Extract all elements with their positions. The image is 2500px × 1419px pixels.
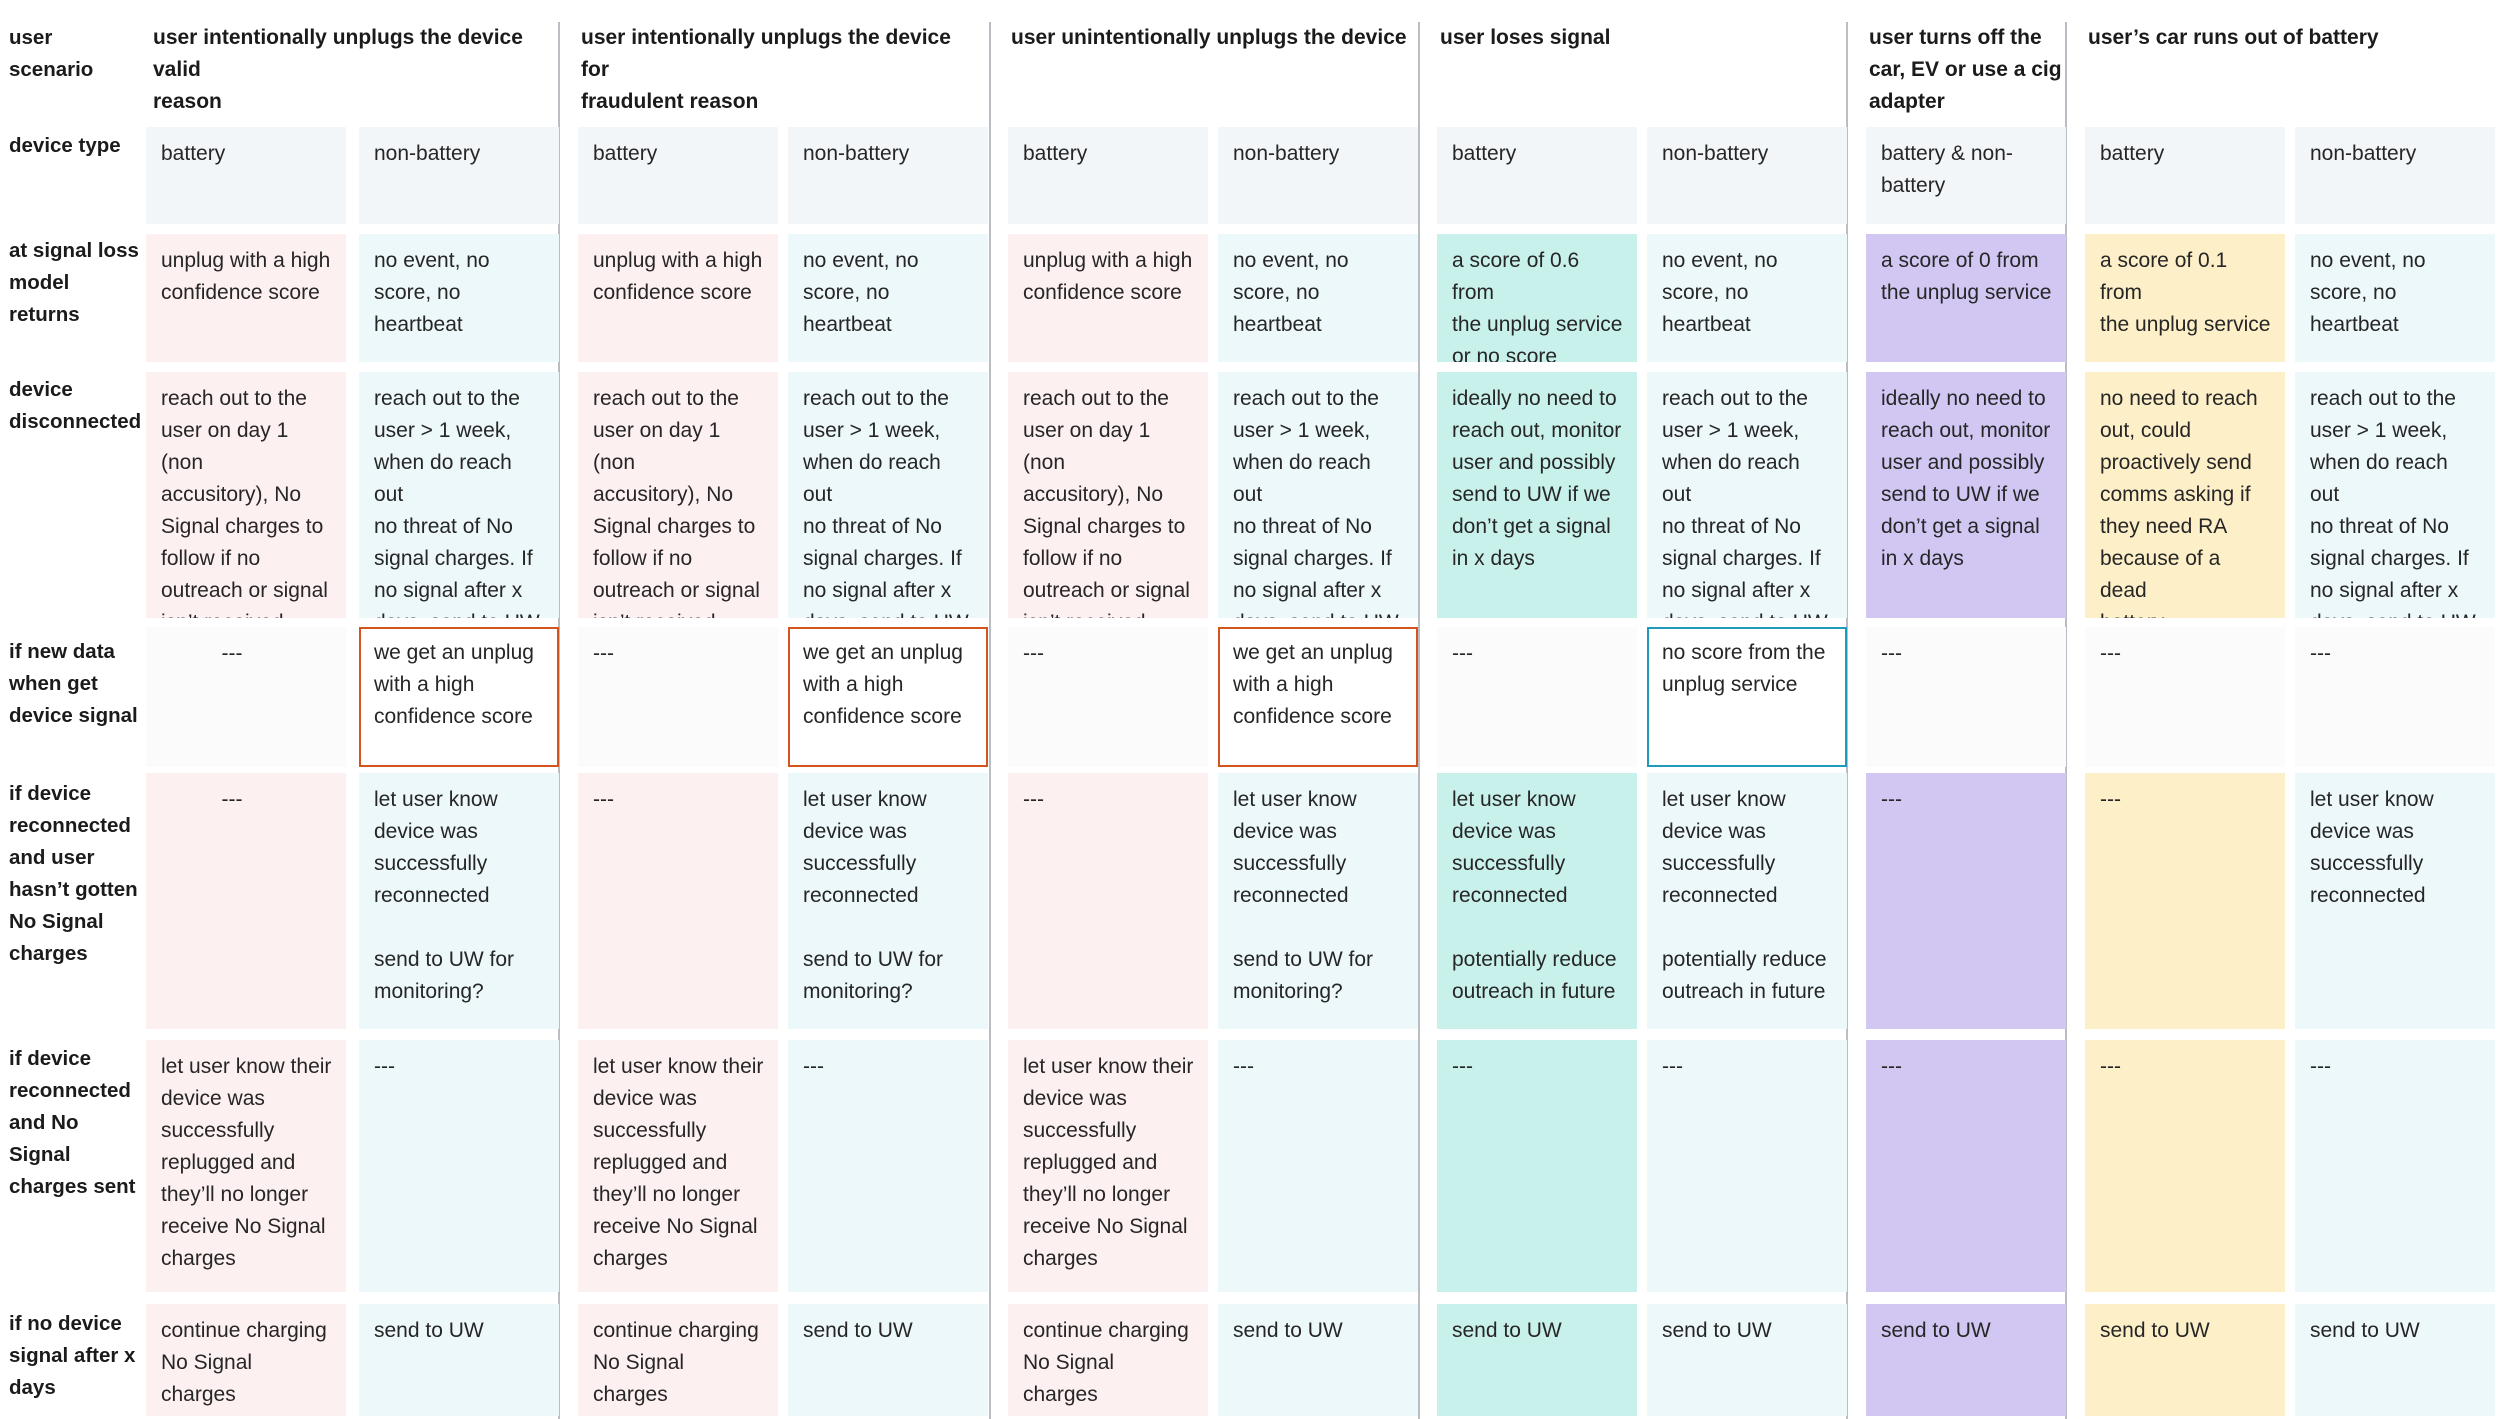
device-disconnected-cell: reach out to the user on day 1 (non accu…: [1008, 372, 1208, 618]
signal-loss-cell: unplug with a high confidence score: [578, 234, 778, 362]
reconnected-no-charges-cell: let user know device was successfully re…: [1218, 773, 1418, 1029]
reconnected-charges-sent-cell: ---: [1866, 1040, 2066, 1292]
signal-loss-cell: a score of 0 from the unplug service: [1866, 234, 2066, 362]
reconnected-charges-sent-cell: ---: [359, 1040, 559, 1292]
reconnected-charges-sent-cell: let user know their device was successfu…: [578, 1040, 778, 1292]
row-label: if no device signal after x days: [9, 1312, 136, 1399]
reconnected-charges-sent-cell: let user know their device was successfu…: [146, 1040, 346, 1292]
reconnected-no-charges-cell: let user know device was successfully re…: [1437, 773, 1637, 1029]
no-signal-cell: send to UW: [359, 1304, 559, 1416]
row-label: user scenario: [9, 26, 94, 81]
new-data-cell: we get an unplug with a high confidence …: [788, 627, 988, 767]
no-signal-cell: send to UW: [2295, 1304, 2495, 1416]
no-signal-cell: continue charging No Signal charges: [1008, 1304, 1208, 1416]
signal-loss-cell: a score of 0.6 from the unplug service o…: [1437, 234, 1637, 362]
reconnected-no-charges-cell: let user know device was successfully re…: [359, 773, 559, 1029]
new-data-cell: ---: [2295, 627, 2495, 767]
reconnected-no-charges-cell: ---: [2085, 773, 2285, 1029]
device-type-cell: non-battery: [2295, 127, 2495, 224]
no-signal-cell: send to UW: [1218, 1304, 1418, 1416]
device-disconnected-cell: no need to reach out, could proactively …: [2085, 372, 2285, 618]
device-type-cell: battery: [2085, 127, 2285, 224]
reconnected-no-charges-cell: ---: [1866, 773, 2066, 1029]
device-disconnected-cell: ideally no need to reach out, monitor us…: [1866, 372, 2066, 618]
row-label: device type: [9, 134, 121, 157]
no-signal-cell: send to UW: [1647, 1304, 1847, 1416]
device-type-cell: non-battery: [788, 127, 988, 224]
signal-loss-cell: no event, no score, no heartbeat: [1218, 234, 1418, 362]
device-type-cell: non-battery: [359, 127, 559, 224]
reconnected-no-charges-cell: ---: [578, 773, 778, 1029]
reconnected-charges-sent-cell: ---: [788, 1040, 988, 1292]
new-data-cell: we get an unplug with a high confidence …: [359, 627, 559, 767]
new-data-cell: ---: [578, 627, 778, 767]
reconnected-no-charges-cell: let user know device was successfully re…: [1647, 773, 1847, 1029]
device-disconnected-cell: reach out to the user > 1 week, when do …: [1647, 372, 1847, 618]
reconnected-charges-sent-cell: ---: [1647, 1040, 1847, 1292]
signal-loss-cell: unplug with a high confidence score: [146, 234, 346, 362]
row-label: device disconnected: [9, 378, 142, 433]
device-type-cell: battery: [1008, 127, 1208, 224]
device-disconnected-cell: reach out to the user > 1 week, when do …: [1218, 372, 1418, 618]
new-data-cell: ---: [146, 627, 346, 767]
reconnected-no-charges-cell: ---: [146, 773, 346, 1029]
no-signal-cell: send to UW: [1437, 1304, 1637, 1416]
new-data-cell: ---: [2085, 627, 2285, 767]
device-disconnected-cell: reach out to the user > 1 week, when do …: [2295, 372, 2495, 618]
new-data-cell: ---: [1008, 627, 1208, 767]
new-data-cell: no score from the unplug service: [1647, 627, 1847, 767]
device-disconnected-cell: reach out to the user > 1 week, when do …: [788, 372, 988, 618]
reconnected-charges-sent-cell: ---: [1437, 1040, 1637, 1292]
device-type-cell: non-battery: [1218, 127, 1418, 224]
scenario-header: user’s car runs out of battery: [2088, 26, 2379, 49]
device-type-cell: non-battery: [1647, 127, 1847, 224]
signal-loss-cell: no event, no score, no heartbeat: [1647, 234, 1847, 362]
no-signal-cell: send to UW: [788, 1304, 988, 1416]
scenario-divider: [1846, 22, 1848, 1419]
scenario-divider: [2065, 22, 2067, 1419]
row-label: if new data when get device signal: [9, 640, 138, 727]
scenario-divider: [1418, 22, 1420, 1419]
signal-loss-cell: no event, no score, no heartbeat: [2295, 234, 2495, 362]
scenario-header: user intentionally unplugs the device fo…: [581, 26, 951, 113]
reconnected-no-charges-cell: let user know device was successfully re…: [2295, 773, 2495, 1029]
no-signal-cell: continue charging No Signal charges: [578, 1304, 778, 1416]
scenario-divider: [989, 22, 991, 1419]
row-label: at signal loss model returns: [9, 239, 139, 326]
device-type-cell: battery: [146, 127, 346, 224]
device-disconnected-cell: reach out to the user > 1 week, when do …: [359, 372, 559, 618]
no-signal-cell: send to UW: [1866, 1304, 2066, 1416]
new-data-cell: we get an unplug with a high confidence …: [1218, 627, 1418, 767]
reconnected-no-charges-cell: ---: [1008, 773, 1208, 1029]
scenario-divider: [558, 22, 560, 1419]
device-type-cell: battery: [1437, 127, 1637, 224]
new-data-cell: ---: [1437, 627, 1637, 767]
scenario-header: user loses signal: [1440, 26, 1611, 49]
new-data-cell: ---: [1866, 627, 2066, 767]
device-type-cell: battery: [578, 127, 778, 224]
no-signal-cell: send to UW: [2085, 1304, 2285, 1416]
row-label: if device reconnected and No Signal char…: [9, 1047, 136, 1198]
scenario-header: user turns off the car, EV or use a cig …: [1869, 26, 2062, 113]
no-signal-cell: continue charging No Signal charges: [146, 1304, 346, 1416]
scenario-header: user unintentionally unplugs the device: [1011, 26, 1407, 49]
signal-loss-cell: a score of 0.1 from the unplug service: [2085, 234, 2285, 362]
reconnected-charges-sent-cell: ---: [1218, 1040, 1418, 1292]
reconnected-no-charges-cell: let user know device was successfully re…: [788, 773, 988, 1029]
scenario-header: user intentionally unplugs the device va…: [153, 26, 523, 113]
reconnected-charges-sent-cell: let user know their device was successfu…: [1008, 1040, 1208, 1292]
signal-loss-cell: no event, no score, no heartbeat: [788, 234, 988, 362]
row-label: if device reconnected and user hasn’t go…: [9, 782, 138, 965]
device-disconnected-cell: reach out to the user on day 1 (non accu…: [146, 372, 346, 618]
device-disconnected-cell: reach out to the user on day 1 (non accu…: [578, 372, 778, 618]
reconnected-charges-sent-cell: ---: [2295, 1040, 2495, 1292]
signal-loss-cell: unplug with a high confidence score: [1008, 234, 1208, 362]
signal-loss-cell: no event, no score, no heartbeat: [359, 234, 559, 362]
device-disconnected-cell: ideally no need to reach out, monitor us…: [1437, 372, 1637, 618]
reconnected-charges-sent-cell: ---: [2085, 1040, 2285, 1292]
device-type-cell: battery & non- battery: [1866, 127, 2066, 224]
